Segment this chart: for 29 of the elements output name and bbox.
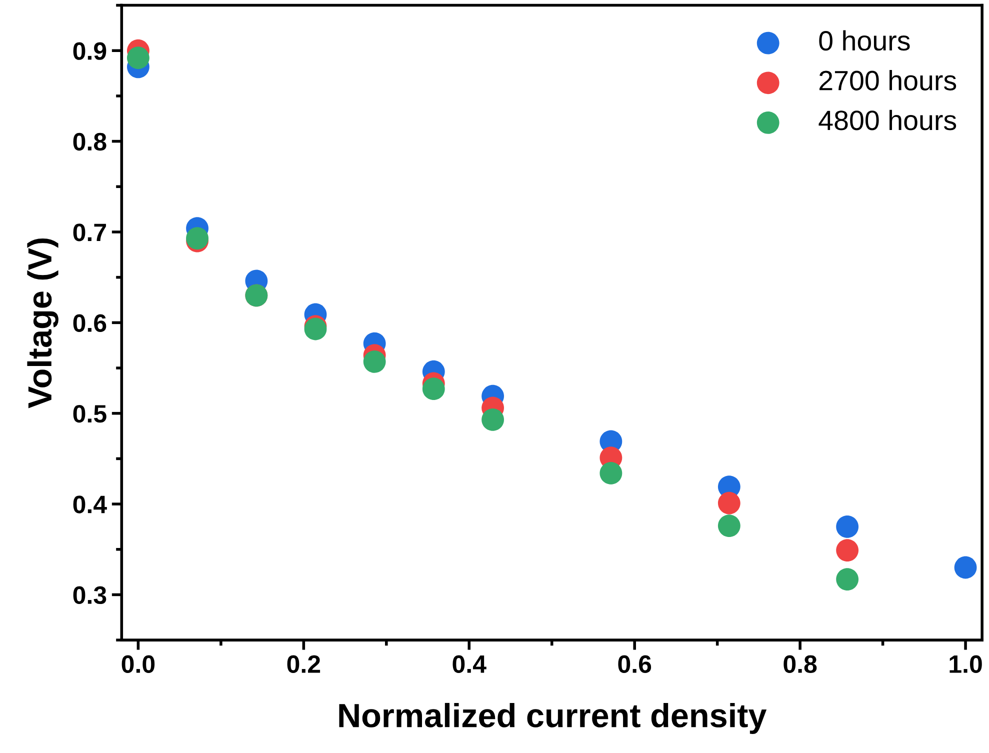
x-tick-label: 1.0 (950, 655, 982, 673)
x-tick-label: 0.2 (287, 655, 320, 673)
y-tick-label: 0.4 (73, 496, 107, 514)
point (363, 350, 386, 373)
x-tick-label: 0.0 (122, 655, 155, 673)
legend-label: 2700 hours (819, 70, 956, 90)
x-tick-label: 0.4 (452, 655, 486, 673)
y-tick-label: 0.7 (73, 224, 106, 242)
point (600, 462, 622, 484)
point (482, 408, 504, 431)
y-tick-label: 0.6 (73, 314, 106, 332)
y-axis-title: Voltage (V) (27, 238, 58, 408)
y-tick-label: 0.9 (73, 42, 106, 60)
legend-label: 0 hours (819, 30, 910, 51)
y-tick-label: 0.5 (73, 404, 106, 423)
x-axis-title: Normalized current density (339, 702, 767, 734)
point (126, 46, 150, 70)
point (954, 556, 977, 579)
y-tick-label: 0.8 (73, 132, 106, 151)
x-tick-label: 0.6 (618, 655, 652, 673)
point (422, 378, 445, 400)
point (718, 514, 740, 537)
point (836, 516, 858, 538)
y-tick-label: 0.3 (73, 586, 106, 604)
point (836, 539, 858, 562)
x-tick-label: 0.8 (784, 655, 817, 673)
point (718, 492, 740, 514)
legend-label: 4800 hours (818, 110, 956, 130)
point (836, 568, 858, 590)
